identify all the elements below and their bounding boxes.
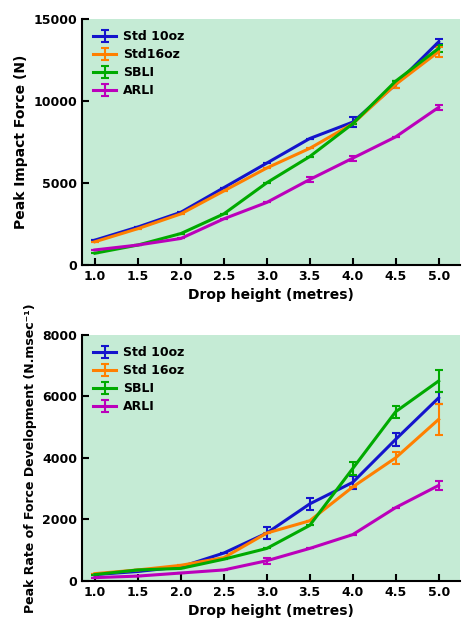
X-axis label: Drop height (metres): Drop height (metres) (188, 288, 354, 302)
Legend: Std 10oz, Std 16oz, SBLI, ARLI: Std 10oz, Std 16oz, SBLI, ARLI (88, 341, 190, 418)
Y-axis label: Peak Impact Force (N): Peak Impact Force (N) (14, 54, 28, 229)
Y-axis label: Peak Rate of Force Development (N.msec⁻¹): Peak Rate of Force Development (N.msec⁻¹… (24, 303, 36, 612)
X-axis label: Drop height (metres): Drop height (metres) (188, 604, 354, 618)
Legend: Std 10oz, Std16oz, SBLI, ARLI: Std 10oz, Std16oz, SBLI, ARLI (88, 25, 190, 102)
